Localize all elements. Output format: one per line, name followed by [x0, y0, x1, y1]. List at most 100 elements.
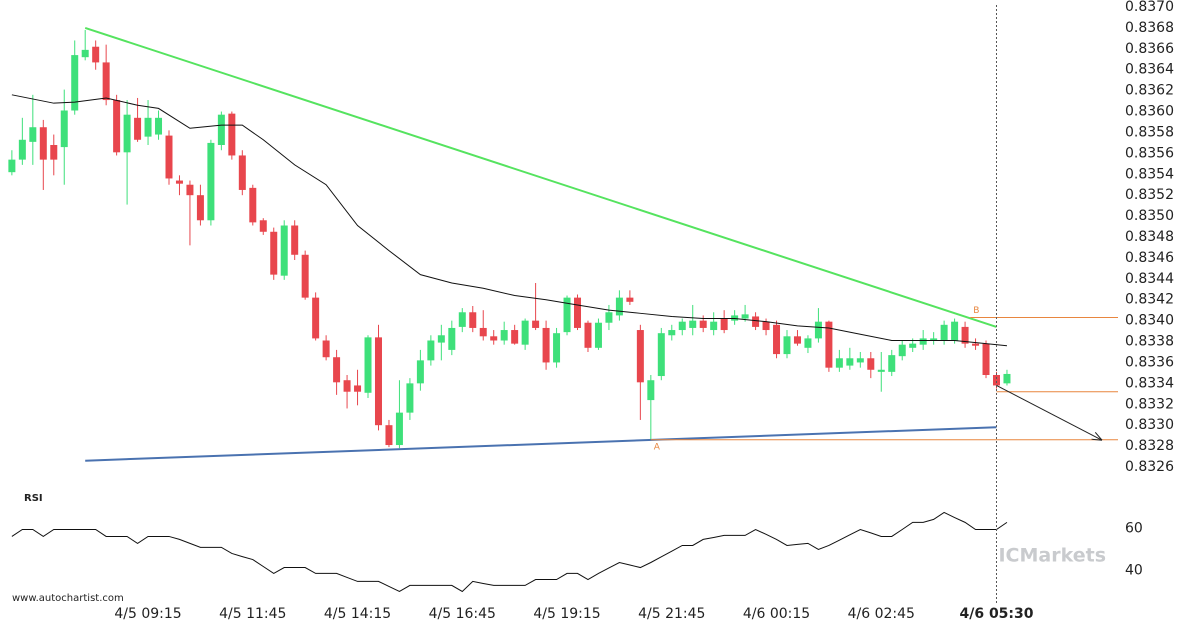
candle-body: [731, 315, 739, 321]
x-tick-label: 4/6 02:45: [848, 606, 915, 622]
trendline: [84, 26, 997, 328]
candle-body: [217, 114, 225, 146]
candle-body: [762, 321, 770, 331]
candle-body: [416, 360, 424, 384]
candle-body: [919, 338, 927, 345]
candle-body: [615, 297, 623, 316]
candle-body: [856, 358, 864, 363]
candle-body: [636, 330, 644, 383]
candle-body: [479, 327, 487, 337]
candle-body: [155, 117, 163, 135]
candle-body: [647, 380, 655, 401]
candle-body: [783, 336, 791, 355]
candle-body: [951, 321, 959, 341]
candle-body: [186, 184, 194, 196]
candle-body: [259, 220, 267, 232]
candle-body: [301, 254, 309, 298]
candle-body: [102, 62, 110, 101]
candle-body: [18, 139, 26, 160]
candle-body: [773, 324, 781, 355]
candle-body: [144, 117, 152, 137]
y-tick-label: 0.8366: [1125, 41, 1174, 57]
candle-body: [982, 343, 990, 375]
candle-body: [374, 337, 382, 426]
candle-body: [249, 187, 257, 223]
level-label: A: [654, 442, 661, 452]
y-tick-label: 0.8346: [1125, 250, 1174, 266]
candle-body: [291, 225, 299, 255]
y-tick-label: 0.8354: [1125, 166, 1174, 182]
candle-body: [458, 312, 466, 327]
rsi-tick-label: 60: [1125, 520, 1143, 536]
candle-body: [793, 336, 801, 344]
candle-body: [312, 297, 320, 339]
candle-body: [553, 333, 561, 363]
y-tick-label: 0.8332: [1125, 396, 1174, 412]
candle-body: [427, 340, 435, 361]
candle-body: [752, 316, 760, 327]
candle-body: [364, 337, 372, 393]
candle-body: [574, 297, 582, 328]
y-tick-label: 0.8350: [1125, 208, 1174, 224]
candle-body: [354, 385, 362, 392]
candle-body: [877, 369, 885, 372]
candle-body: [60, 110, 68, 148]
candle-body: [542, 327, 550, 363]
candle-body: [699, 320, 707, 328]
trendline: [85, 426, 997, 462]
price-panel: AB: [8, 26, 1118, 462]
candle-body: [207, 142, 215, 221]
y-tick-label: 0.8352: [1125, 187, 1174, 203]
candle-body: [196, 195, 204, 221]
candle-body: [521, 320, 529, 345]
candle-body: [511, 330, 519, 344]
candle-body: [720, 318, 728, 331]
level-label: B: [973, 306, 979, 316]
candle-body: [113, 100, 121, 153]
candle-body: [594, 322, 602, 348]
y-tick-label: 0.8356: [1125, 145, 1174, 161]
y-tick-label: 0.8344: [1125, 271, 1174, 287]
candle-body: [92, 46, 100, 63]
source-label: www.autochartist.com: [12, 593, 124, 604]
candle-body: [8, 159, 16, 173]
candle-body: [710, 321, 718, 331]
y-tick-label: 0.8368: [1125, 20, 1174, 36]
rsi-title: RSI: [24, 493, 43, 504]
y-tick-label: 0.8328: [1125, 438, 1174, 454]
candle-body: [846, 358, 854, 366]
forecast-arrow: [996, 385, 1101, 439]
candle-body: [563, 297, 571, 333]
candle-body: [940, 324, 948, 341]
y-tick-label: 0.8340: [1125, 313, 1174, 329]
candle-body: [930, 338, 938, 341]
x-tick-label: 4/5 21:45: [638, 606, 705, 622]
x-tick-label: 4/5 11:45: [219, 606, 286, 622]
candle-body: [898, 344, 906, 357]
candle-body: [605, 312, 613, 323]
y-tick-label: 0.8348: [1125, 229, 1174, 245]
candle-body: [888, 355, 896, 372]
candle-body: [814, 321, 822, 339]
candle-body: [490, 336, 498, 341]
candle-body: [71, 55, 79, 111]
moving-average: [11, 94, 1008, 347]
y-tick-label: 0.8360: [1125, 104, 1174, 120]
y-tick-label: 0.8342: [1125, 292, 1174, 308]
candle-body: [280, 225, 288, 276]
x-tick-label: 4/5 16:45: [429, 606, 496, 622]
candle-body: [385, 425, 393, 446]
y-tick-label: 0.8358: [1125, 124, 1174, 140]
y-tick-label: 0.8326: [1125, 459, 1174, 475]
candle-body: [39, 127, 47, 160]
candle-body: [228, 113, 236, 156]
rsi-tick-label: 40: [1125, 562, 1143, 578]
candle-body: [668, 330, 676, 336]
y-tick-label: 0.8336: [1125, 354, 1174, 370]
candle-body: [406, 383, 414, 413]
candle-body: [804, 338, 812, 348]
candle-body: [867, 358, 875, 370]
candle-body: [678, 321, 686, 331]
